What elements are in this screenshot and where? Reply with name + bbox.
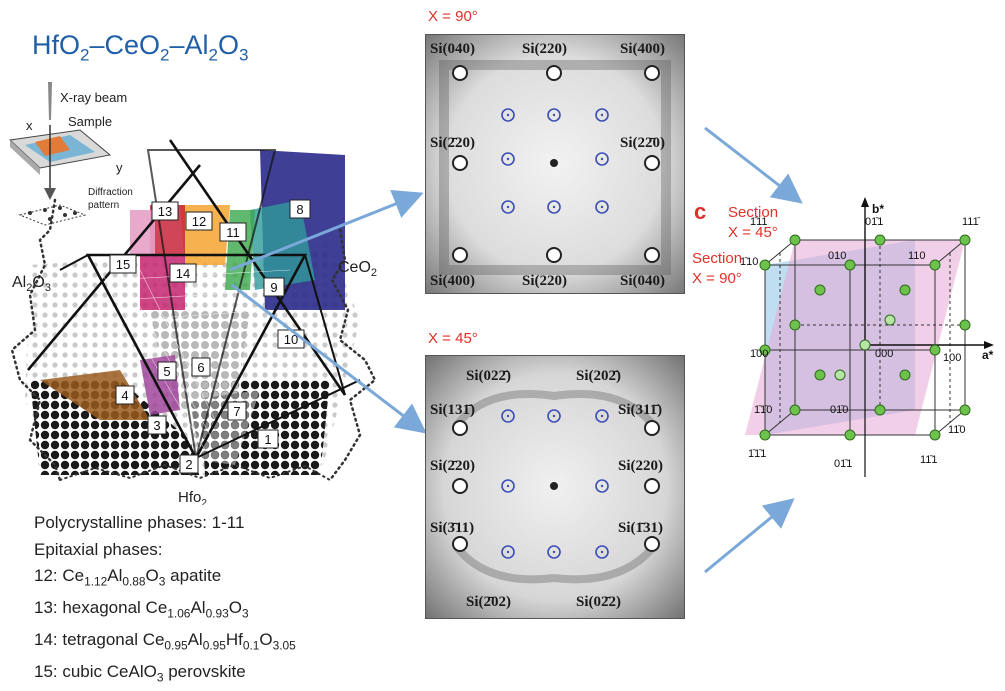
si-label: Si(202̄): [576, 368, 621, 384]
si-label: Si(22̄0): [620, 135, 665, 151]
lattice-label: 000: [875, 348, 893, 360]
svg-text:1: 1: [264, 432, 271, 447]
diffraction-panel-x90: Si(040) Si(220) Si(400) Si(2̄20) Si(22̄0…: [425, 34, 685, 294]
lattice-label: 110: [908, 250, 926, 262]
xray-setup-illustration: [8, 82, 112, 226]
si-label: Si(220): [522, 41, 567, 57]
lattice-label: 11̄1: [920, 454, 938, 466]
section-45-title: Section: [728, 204, 778, 221]
pattern-label: pattern: [88, 200, 119, 211]
panel-top-label: X = 90°: [428, 8, 478, 25]
phase-14-line: 14: tetragonal Ce0.95Al0.95Hf0.1O3.05: [34, 629, 296, 653]
si-label: Si(02̄2): [576, 594, 621, 610]
section-labels: c Section X = 45° Section X = 90°: [692, 199, 778, 287]
lattice-label: 1̄11: [750, 216, 768, 228]
vertex-al2o3: Al2O3: [12, 274, 51, 294]
lattice-label: 01̄1: [834, 458, 852, 470]
svg-text:4: 4: [121, 388, 128, 403]
arrow-top-to-cube: [704, 126, 803, 204]
si-label: Si(040): [620, 273, 665, 289]
phase-15-line: 15: cubic CeAlO3 perovskite: [34, 661, 246, 685]
arrow-bottom-to-cube: [704, 498, 795, 574]
lattice-label: 1̄10: [740, 256, 758, 268]
section-45-angle: X = 45°: [728, 224, 778, 241]
vertex-hfo2: Hfo2: [178, 489, 207, 505]
si-label: Si(2̄20): [430, 135, 475, 151]
phase-list: Polycrystalline phases: 1-11 Epitaxial p…: [34, 510, 296, 691]
diffraction-panel-x45: Si(022̄) Si(202̄) Si(131̄) Si(311̄) Si(2…: [425, 355, 685, 619]
si-label: Si(400): [430, 273, 475, 289]
section-90-title: Section: [692, 250, 742, 267]
svg-text:7: 7: [233, 404, 240, 419]
section-90-angle: X = 90°: [692, 270, 742, 287]
si-label: Si(2̄20): [430, 458, 475, 474]
xray-beam-label: X-ray beam: [60, 90, 127, 105]
sample-label: Sample: [68, 114, 112, 129]
lattice-label: 01̄0: [830, 404, 848, 416]
ternary-phase-diagram: X-ray beam Sample x y Diffraction patter…: [8, 82, 377, 505]
svg-text:10: 10: [284, 332, 298, 347]
si-label: Si(040): [430, 41, 475, 57]
figure-title: HfO2–CeO2–Al2O3: [32, 30, 249, 65]
lattice-label: 111̄: [962, 216, 981, 228]
polycrystalline-line: Polycrystalline phases: 1-11: [34, 513, 245, 532]
phase-13-line: 13: hexagonal Ce1.06Al0.93O3: [34, 597, 249, 621]
epitaxial-heading: Epitaxial phases:: [34, 539, 163, 559]
reciprocal-lattice-cube: b* a* 1̄11 01̄1 111̄ 1̄10 010 110 1̄00 0…: [740, 197, 994, 477]
y-axis-label: y: [116, 160, 123, 175]
svg-text:8: 8: [296, 202, 303, 217]
axis-b-star: b*: [872, 202, 884, 216]
si-label: Si(220): [618, 458, 663, 474]
si-label: Si(131̄): [430, 402, 475, 418]
panel-bottom-label: X = 45°: [428, 330, 478, 347]
svg-text:15: 15: [116, 257, 130, 272]
panel-letter-c: c: [694, 199, 706, 224]
si-label: Si(3̄11): [430, 520, 474, 536]
x-axis-label: x: [26, 118, 33, 133]
lattice-label: 010: [828, 250, 846, 262]
si-label: Si(311̄): [618, 402, 662, 418]
si-label: Si(1̄31): [618, 520, 663, 536]
lattice-label: 11̄0: [948, 424, 966, 436]
svg-text:14: 14: [176, 266, 190, 281]
phase-12-line: 12: Ce1.12Al0.88O3 apatite: [34, 566, 222, 589]
axis-a-star: a*: [982, 348, 994, 362]
si-label: Si(220): [522, 273, 567, 289]
lattice-label: 100: [943, 352, 961, 364]
svg-text:12: 12: [192, 214, 206, 229]
diffraction-label: Diffraction: [88, 187, 133, 198]
lattice-label: 1̄00: [750, 348, 768, 360]
lattice-nodes: [759, 234, 971, 441]
svg-text:6: 6: [197, 360, 204, 375]
si-label: Si(2̄02): [466, 594, 511, 610]
svg-text:2: 2: [185, 457, 192, 472]
ring-markers: [501, 108, 609, 214]
svg-text:11: 11: [226, 225, 240, 240]
lattice-label: 1̄1̄0: [754, 404, 772, 416]
si-label: Si(022̄): [466, 368, 511, 384]
svg-text:3: 3: [153, 418, 160, 433]
lattice-label: 01̄1: [865, 216, 883, 228]
ring-markers: [501, 409, 609, 559]
si-label: Si(400): [620, 41, 665, 57]
svg-text:5: 5: [163, 364, 170, 379]
svg-text:9: 9: [270, 280, 277, 295]
svg-text:13: 13: [158, 204, 172, 219]
lattice-label: 1̄1̄1: [748, 448, 766, 460]
